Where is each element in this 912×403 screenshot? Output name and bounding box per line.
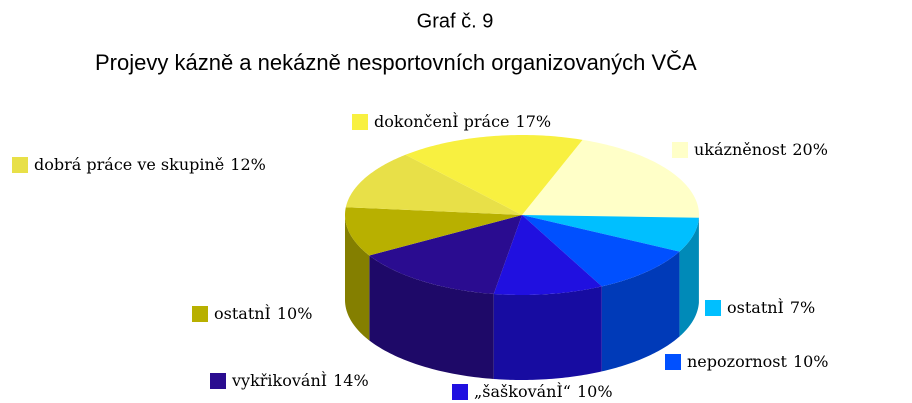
slice-label: ostatnÌ 7%	[727, 297, 815, 317]
slice-name: ostatnÌ	[727, 297, 784, 317]
legend-swatch	[210, 373, 226, 389]
slice-name: ostatnÌ	[214, 303, 271, 323]
slice-side	[679, 217, 699, 337]
slice-side	[369, 255, 494, 379]
slice-name: dobrá práce ve skupině	[34, 155, 224, 174]
slice-label: „šaškovánÌ“ 10%	[474, 381, 613, 401]
slice-label: dokončenÌ práce 17%	[374, 111, 551, 131]
slice	[522, 139, 699, 218]
legend-swatch	[352, 114, 368, 130]
chart-subtitle: Projevy kázně a nekázně nesportovních or…	[95, 50, 697, 75]
legend-swatch	[12, 157, 28, 173]
slice	[522, 215, 680, 287]
slice-name: nepozornost	[687, 352, 788, 371]
slice-label: dobrá práce ve skupině 12%	[34, 155, 266, 174]
legend-swatch	[192, 306, 208, 322]
slice-value: 20%	[792, 140, 828, 159]
slice-value: 10%	[577, 382, 613, 401]
slice-value: 12%	[230, 155, 266, 174]
slice-value: 10%	[793, 352, 829, 371]
slice	[493, 215, 602, 295]
slice-name: vykřikovánÌ	[231, 370, 327, 390]
slice-value: 10%	[277, 304, 313, 323]
slice-side	[345, 215, 370, 341]
chart-title: Graf č. 9	[417, 10, 494, 32]
slice-name: „šaškovánÌ“	[474, 381, 571, 401]
slice-value: 14%	[333, 371, 369, 390]
slice-side	[601, 251, 680, 372]
slice-label: nepozornost 10%	[687, 352, 829, 371]
slice	[345, 154, 522, 215]
slice-label: vykřikovánÌ 14%	[231, 370, 369, 390]
slice-name: ukázněnost	[694, 140, 787, 159]
slice-value: 7%	[790, 298, 815, 317]
legend-swatch	[672, 142, 688, 158]
slice-label: ostatnÌ 10%	[214, 303, 312, 323]
slice	[522, 215, 699, 252]
legend-swatch	[705, 300, 721, 316]
legend-swatch	[452, 384, 468, 400]
slice	[345, 207, 522, 256]
slice-label: ukázněnost 20%	[694, 140, 828, 159]
slice-side	[493, 286, 602, 380]
slice-name: dokončenÌ práce	[374, 111, 510, 131]
legend-swatch	[665, 354, 681, 370]
slice	[405, 135, 583, 215]
slice	[369, 215, 522, 294]
slice-value: 17%	[516, 112, 552, 131]
